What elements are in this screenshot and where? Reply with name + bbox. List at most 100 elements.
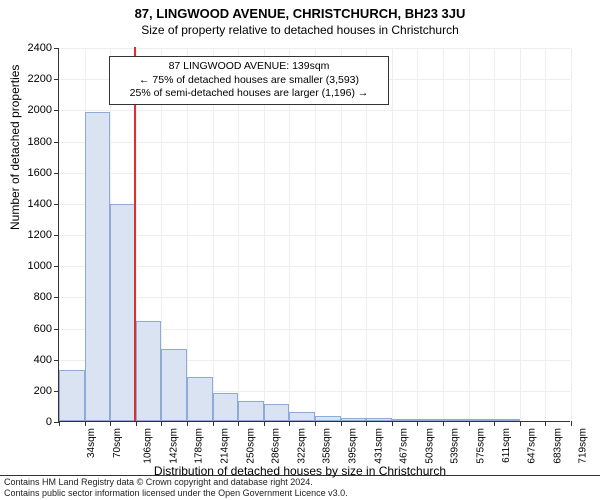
x-tick: [341, 421, 342, 426]
gridline-v: [571, 48, 572, 421]
x-tick-label: 286sqm: [271, 428, 282, 464]
x-tick-label: 34sqm: [86, 428, 97, 458]
y-tick-label: 600: [12, 323, 52, 335]
x-tick: [85, 421, 86, 426]
gridline-v: [417, 48, 418, 421]
x-tick-label: 431sqm: [373, 428, 384, 464]
histogram-bar: [85, 112, 111, 421]
x-tick-label: 575sqm: [476, 428, 487, 464]
x-tick-label: 358sqm: [322, 428, 333, 464]
y-tick-label: 0: [12, 416, 52, 428]
y-tick: [54, 48, 59, 49]
plot-area: 87 LINGWOOD AVENUE: 139sqm← 75% of detac…: [58, 48, 570, 422]
histogram-bar: [366, 418, 392, 421]
x-tick: [545, 421, 546, 426]
y-tick-label: 2400: [12, 42, 52, 54]
x-tick: [571, 421, 572, 426]
x-tick-label: 503sqm: [424, 428, 435, 464]
x-tick-label: 70sqm: [112, 428, 123, 458]
x-tick-label: 683sqm: [552, 428, 563, 464]
x-tick-label: 647sqm: [527, 428, 538, 464]
x-tick: [59, 421, 60, 426]
x-tick: [443, 421, 444, 426]
y-tick: [54, 173, 59, 174]
x-tick-label: 214sqm: [220, 428, 231, 464]
histogram-bar: [392, 419, 418, 421]
x-tick: [264, 421, 265, 426]
x-tick-label: 250sqm: [245, 428, 256, 464]
y-tick: [54, 297, 59, 298]
x-tick: [494, 421, 495, 426]
histogram-bar: [161, 349, 187, 421]
y-tick: [54, 142, 59, 143]
gridline-v: [545, 48, 546, 421]
x-tick: [392, 421, 393, 426]
annotation-box: 87 LINGWOOD AVENUE: 139sqm← 75% of detac…: [109, 56, 389, 105]
x-tick: [366, 421, 367, 426]
x-tick-label: 178sqm: [194, 428, 205, 464]
chart-title: 87, LINGWOOD AVENUE, CHRISTCHURCH, BH23 …: [0, 0, 600, 21]
y-tick-label: 1000: [12, 260, 52, 272]
footer-line-1: Contains HM Land Registry data © Crown c…: [4, 477, 596, 488]
x-tick: [417, 421, 418, 426]
y-tick-label: 1800: [12, 136, 52, 148]
x-tick: [238, 421, 239, 426]
x-tick-label: 395sqm: [348, 428, 359, 464]
gridline-v: [443, 48, 444, 421]
x-tick: [110, 421, 111, 426]
histogram-bar: [59, 370, 85, 421]
y-tick-label: 1600: [12, 167, 52, 179]
histogram-bar: [315, 416, 341, 421]
x-tick-label: 539sqm: [450, 428, 461, 464]
chart-footer: Contains HM Land Registry data © Crown c…: [0, 475, 600, 500]
y-tick-label: 1400: [12, 198, 52, 210]
x-tick-label: 467sqm: [399, 428, 410, 464]
annotation-line-1: 87 LINGWOOD AVENUE: 139sqm: [116, 60, 382, 74]
x-tick: [213, 421, 214, 426]
footer-line-2: Contains public sector information licen…: [4, 488, 596, 499]
y-tick: [54, 329, 59, 330]
x-tick-label: 611sqm: [500, 428, 511, 463]
x-tick: [315, 421, 316, 426]
histogram-bar: [494, 419, 520, 421]
histogram-bar: [213, 393, 239, 421]
histogram-bar: [289, 412, 315, 421]
histogram-bar: [187, 377, 213, 421]
histogram-chart: 87, LINGWOOD AVENUE, CHRISTCHURCH, BH23 …: [0, 0, 600, 500]
x-tick: [161, 421, 162, 426]
y-tick: [54, 110, 59, 111]
y-tick-label: 1200: [12, 229, 52, 241]
histogram-bar: [238, 401, 264, 421]
y-tick: [54, 235, 59, 236]
histogram-bar: [443, 419, 469, 421]
x-tick-label: 719sqm: [578, 428, 589, 464]
x-tick: [289, 421, 290, 426]
gridline-v: [520, 48, 521, 421]
y-tick: [54, 266, 59, 267]
y-tick-label: 2000: [12, 104, 52, 116]
gridline-v: [392, 48, 393, 421]
y-tick-label: 2200: [12, 73, 52, 85]
histogram-bar: [417, 419, 443, 421]
y-tick: [54, 204, 59, 205]
histogram-bar: [341, 418, 367, 421]
x-tick: [520, 421, 521, 426]
y-tick-label: 800: [12, 291, 52, 303]
y-tick-label: 200: [12, 385, 52, 397]
histogram-bar: [469, 419, 495, 421]
histogram-bar: [136, 321, 162, 421]
x-tick: [136, 421, 137, 426]
x-tick-label: 142sqm: [168, 428, 179, 464]
x-tick-label: 322sqm: [296, 428, 307, 464]
gridline-v: [494, 48, 495, 421]
y-tick: [54, 79, 59, 80]
chart-subtitle: Size of property relative to detached ho…: [0, 21, 600, 37]
annotation-line-2: ← 75% of detached houses are smaller (3,…: [116, 74, 382, 88]
x-tick: [469, 421, 470, 426]
x-tick: [187, 421, 188, 426]
annotation-line-3: 25% of semi-detached houses are larger (…: [116, 87, 382, 101]
histogram-bar: [264, 404, 290, 421]
gridline-v: [469, 48, 470, 421]
y-tick-label: 400: [12, 354, 52, 366]
y-tick: [54, 360, 59, 361]
